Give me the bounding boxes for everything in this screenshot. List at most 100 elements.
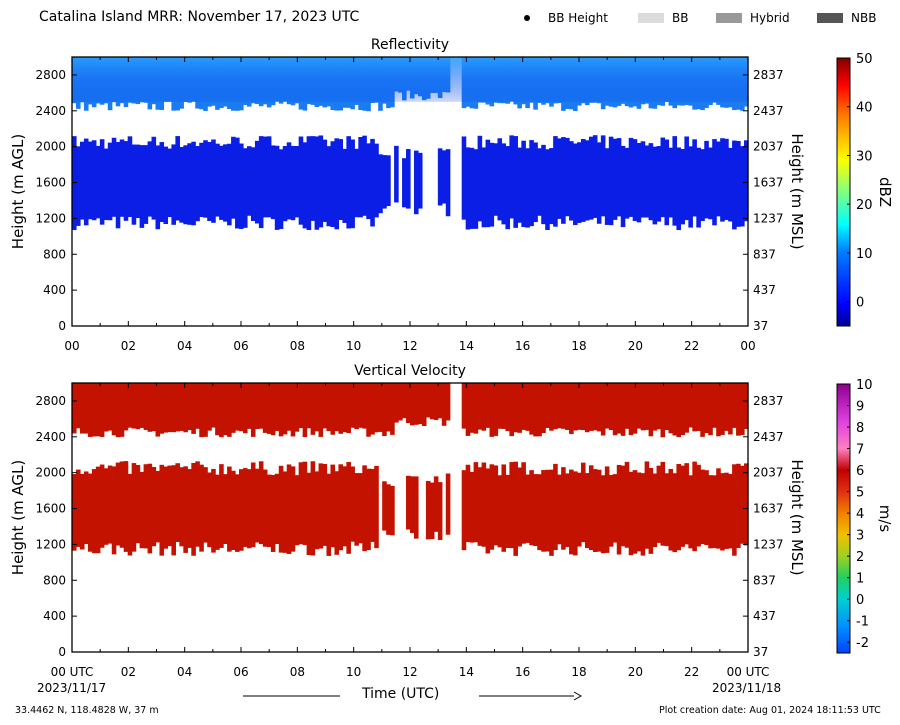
panel2-lower-slice [545, 469, 550, 552]
panel1-ytick-label: 1600 [35, 176, 66, 190]
panel2-lower-slice [187, 469, 192, 548]
panel2-lower-slice [573, 471, 578, 556]
reflectivity-top-shade [72, 57, 748, 102]
panel2-upper-slice [282, 383, 288, 435]
panel1-lower-slice [258, 136, 264, 229]
panel2-upper-slice [712, 383, 717, 428]
panel2-lower-slice [565, 473, 570, 547]
panel1-lower-slice [326, 146, 332, 227]
panel1-lower-slice [656, 146, 662, 222]
panel2-upper-slice [191, 383, 196, 434]
panel2-upper-slice [123, 383, 129, 431]
panel1-lower-slice [680, 149, 685, 225]
panel2-upper-slice [513, 383, 518, 433]
panel1-colorbar-label: 50 [856, 52, 873, 67]
panel1-lower-slice [445, 149, 451, 217]
panel2-upper-slice [358, 383, 363, 428]
panel1-ylabel: Height (m AGL) [9, 134, 27, 249]
panel2-upper-slice [417, 383, 423, 425]
panel2-lower-slice [632, 470, 638, 554]
panel2-upper-slice [545, 383, 550, 429]
panel2-upper-slice [473, 383, 479, 434]
panel1-lower-slice [223, 144, 228, 222]
panel2-lower-slice [696, 464, 701, 547]
panel2-y2label: Height (m MSL) [788, 459, 806, 575]
panel1-colorbar-label: 40 [856, 101, 873, 116]
bb-swatch-icon [638, 13, 664, 23]
reflectivity-title: Reflectivity [370, 37, 450, 53]
panel1-lower-slice [720, 138, 725, 222]
panel2-lower-slice [143, 464, 149, 549]
panel1-lower-slice [668, 147, 674, 218]
panel2-xtick-label: 22 [684, 665, 699, 679]
panel2-lower-slice [131, 463, 137, 552]
panel2-lower-slice [191, 462, 196, 556]
panel2-colorbar-label: 5 [856, 486, 864, 501]
panel2-colorbar-label: 0 [856, 593, 864, 608]
panel1-lower-slice [509, 135, 514, 219]
panel2-lower-slice [390, 485, 395, 536]
panel2-upper-slice [696, 383, 701, 432]
panel1-lower-slice [219, 145, 224, 220]
panel1-lower-slice [417, 152, 423, 209]
panel2-lower-slice [660, 461, 666, 546]
panel1-lower-slice [302, 142, 308, 229]
panel1-xtick-label: 14 [459, 339, 474, 353]
panel1-lower-slice [274, 145, 280, 230]
panel2-lower-slice [724, 472, 729, 549]
panel1-lower-slice [561, 137, 566, 224]
panel2-lower-slice [684, 463, 689, 545]
panel2-lower-slice [386, 484, 391, 535]
panel2-lower-slice [195, 461, 200, 547]
panel2-upper-slice [616, 383, 622, 434]
panel1-lower-slice [282, 146, 288, 222]
panel2-upper-slice [413, 383, 419, 425]
panel2-xtick-label: 06 [233, 665, 248, 679]
panel2-xtick-label: 14 [459, 665, 474, 679]
panel1-lower-slice [704, 140, 709, 219]
panel1-y2tick-label: 37 [753, 319, 768, 333]
panel1-lower-slice [652, 146, 658, 225]
panel1-lower-slice [227, 143, 232, 226]
panel2-upper-slice [99, 383, 105, 437]
panel2-upper-slice [215, 383, 220, 436]
panel2-lower-slice [270, 474, 276, 552]
panel2-upper-slice [258, 383, 264, 429]
panel2-lower-slice [338, 464, 343, 551]
panel2-xtick-label: 00 UTC [51, 665, 94, 679]
panel2-lower-slice [410, 476, 415, 533]
panel2-lower-slice [604, 466, 610, 553]
panel1-lower-slice [696, 147, 701, 228]
panel1-lower-slice [537, 148, 542, 216]
panel2-upper-slice [199, 383, 204, 438]
panel1-lower-slice [231, 136, 236, 219]
panel2-lower-slice [521, 462, 526, 544]
panel2-upper-slice [573, 383, 578, 431]
panel2-upper-slice [330, 383, 336, 435]
panel2-upper-slice [227, 383, 232, 437]
panel1-lower-slice [473, 149, 479, 229]
panel2-lower-slice [652, 473, 658, 548]
panel1-lower-slice [565, 137, 570, 217]
panel2-upper-slice [644, 383, 650, 430]
panel2-upper-slice [278, 383, 284, 437]
panel2-upper-slice [91, 383, 97, 437]
panel2-upper-slice [290, 383, 296, 437]
panel2-upper-slice [708, 383, 713, 436]
panel2-upper-slice [83, 383, 89, 434]
panel1-lower-slice [306, 136, 312, 231]
panel2-lower-slice [469, 471, 475, 543]
panel2-upper-slice [390, 383, 395, 435]
panel1-lower-slice [382, 155, 387, 209]
panel2-lower-slice [135, 464, 141, 544]
panel1-lower-slice [580, 139, 586, 222]
panel1-lower-slice [736, 141, 741, 227]
panel2-ytick-label: 2000 [35, 466, 66, 480]
panel2-upper-slice [326, 383, 332, 432]
panel2-lower-slice [87, 473, 93, 552]
panel1-lower-slice [163, 146, 169, 225]
panel2-lower-slice [648, 467, 654, 554]
panel2-upper-slice [509, 383, 514, 437]
panel1-lower-slice [378, 154, 383, 214]
panel2-upper-slice [139, 383, 145, 428]
